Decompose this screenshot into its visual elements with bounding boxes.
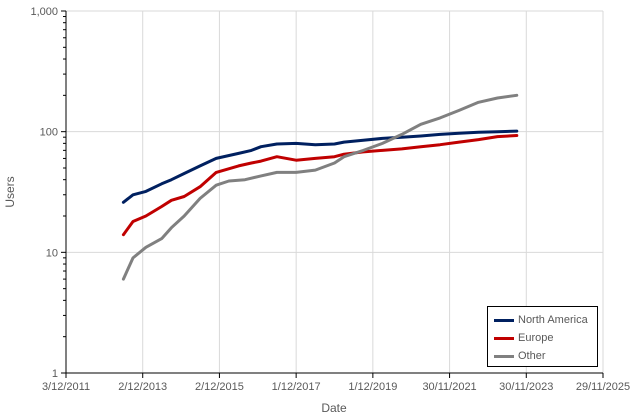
- x-tick-label: 3/12/2011: [42, 381, 90, 393]
- legend: North America Europe Other: [487, 306, 598, 367]
- series-line-other: [121, 93, 519, 281]
- y-tick-label: 10: [46, 247, 58, 259]
- legend-label: Europe: [518, 332, 554, 344]
- legend-item: Other: [494, 347, 591, 365]
- legend-label: North America: [518, 314, 588, 326]
- legend-swatch: [494, 354, 514, 358]
- x-axis-title: Date: [321, 401, 347, 415]
- legend-swatch: [494, 336, 514, 340]
- x-tick-label: 29/11/2025: [576, 381, 630, 393]
- y-tick-label: 1: [52, 368, 58, 380]
- x-tick-label: 2/12/2015: [195, 381, 244, 393]
- y-axis-title: Users: [3, 176, 17, 207]
- y-tick-label: 100: [40, 127, 58, 139]
- legend-item: Europe: [494, 329, 591, 347]
- y-tick-label: 1,000: [30, 6, 58, 18]
- x-tick-label: 2/12/2013: [118, 381, 167, 393]
- x-tick-label: 30/11/2021: [422, 381, 476, 393]
- legend-label: Other: [518, 350, 546, 362]
- legend-swatch: [494, 318, 514, 322]
- x-tick-label: 1/12/2017: [272, 381, 321, 393]
- series-line-north-america: [121, 129, 519, 204]
- axis-layer: 3/12/2011 2/12/2013 2/12/2015 1/12/2017 1/12…: [30, 6, 630, 393]
- series-line-europe: [121, 134, 519, 237]
- x-tick-label: 1/12/2019: [348, 381, 397, 393]
- label-layer: Date Users: [3, 176, 347, 415]
- x-tick-label: 30/11/2023: [499, 381, 553, 393]
- legend-item: North America: [494, 311, 591, 329]
- series-layer: [121, 93, 519, 281]
